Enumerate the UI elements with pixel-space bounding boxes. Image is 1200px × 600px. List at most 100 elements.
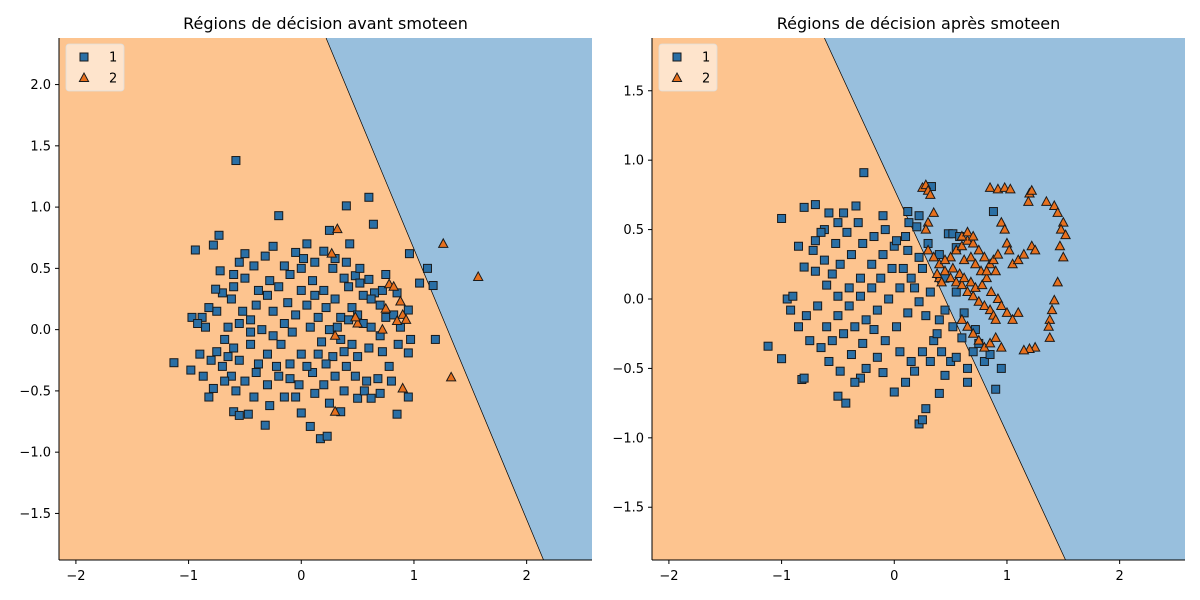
data-point-class-2 <box>1018 344 1030 355</box>
data-point-class-2 <box>400 313 412 324</box>
data-point-class-1 <box>903 207 913 217</box>
data-point-class-1 <box>824 208 834 218</box>
data-point-class-1 <box>887 263 897 273</box>
data-point-class-1 <box>799 373 809 383</box>
data-point-class-2 <box>394 295 406 306</box>
data-point-class-2 <box>978 299 990 310</box>
data-point-class-1 <box>859 168 869 178</box>
data-point-class-1 <box>373 374 383 384</box>
x-tick-label: 0 <box>890 569 898 584</box>
data-point-class-2 <box>945 251 957 262</box>
data-point-class-2 <box>924 188 936 199</box>
data-point-class-2 <box>992 248 1004 259</box>
data-point-class-1 <box>833 311 843 321</box>
data-point-class-1 <box>833 391 843 401</box>
data-point-class-2 <box>920 223 932 234</box>
data-point-class-2 <box>1052 206 1064 217</box>
data-point-class-1 <box>381 269 391 279</box>
y-tick-label: −1.0 <box>19 446 51 461</box>
data-point-class-1 <box>193 319 203 329</box>
data-point-class-1 <box>302 361 312 371</box>
data-point-class-1 <box>339 386 349 396</box>
data-point-class-2 <box>962 226 973 237</box>
data-point-class-1 <box>878 250 888 260</box>
data-point-class-2 <box>445 371 457 382</box>
data-point-class-2 <box>967 327 979 338</box>
data-point-class-1 <box>403 392 413 402</box>
x-tick-label: −2 <box>66 569 85 584</box>
data-point-class-2 <box>981 265 993 276</box>
data-point-class-1 <box>234 355 244 365</box>
data-point-class-1 <box>831 238 841 248</box>
data-point-class-1 <box>310 257 320 267</box>
data-point-class-1 <box>321 303 331 313</box>
data-point-class-2 <box>976 279 988 290</box>
data-point-class-1 <box>914 297 924 307</box>
data-point-class-1 <box>229 269 239 279</box>
data-point-class-2 <box>967 230 979 241</box>
data-point-class-1 <box>934 315 944 325</box>
data-point-class-1 <box>805 336 815 346</box>
data-point-class-1 <box>793 322 803 332</box>
data-point-class-1 <box>910 366 920 376</box>
data-point-class-2 <box>1040 195 1052 206</box>
data-point-class-1 <box>914 252 924 262</box>
data-point-class-1 <box>257 325 267 335</box>
data-point-class-2 <box>956 313 968 324</box>
data-point-class-1 <box>345 239 355 249</box>
data-point-class-1 <box>238 306 248 316</box>
data-point-class-2 <box>931 267 943 279</box>
data-point-class-1 <box>824 356 834 366</box>
data-point-class-1 <box>268 241 278 251</box>
data-point-class-2 <box>326 247 338 258</box>
data-point-class-1 <box>243 409 253 419</box>
data-point-class-1 <box>319 380 329 390</box>
y-tick-label: −1.5 <box>612 501 644 516</box>
data-point-class-1 <box>366 294 376 304</box>
data-point-class-1 <box>353 393 363 403</box>
x-tick-label: 0 <box>297 569 305 584</box>
data-point-class-1 <box>822 322 832 332</box>
data-point-class-1 <box>187 312 197 322</box>
data-point-class-2 <box>992 292 1004 303</box>
data-point-class-2 <box>1012 306 1024 317</box>
data-point-class-1 <box>819 255 829 265</box>
data-point-class-2 <box>376 323 388 334</box>
x-tick-label: 1 <box>1003 569 1011 584</box>
data-point-class-1 <box>212 347 222 357</box>
data-point-class-1 <box>884 294 894 304</box>
y-tick-label: 2.0 <box>30 78 51 93</box>
data-point-class-2 <box>990 331 1002 342</box>
data-point-class-1 <box>253 359 263 369</box>
data-point-class-1 <box>835 366 845 376</box>
legend-marker-1 <box>79 52 89 62</box>
data-point-class-1 <box>763 341 773 351</box>
data-point-class-1 <box>330 294 340 304</box>
data-point-class-1 <box>350 271 360 281</box>
data-point-class-1 <box>285 359 295 369</box>
data-point-class-2 <box>1046 304 1058 315</box>
data-point-class-1 <box>872 352 882 362</box>
data-point-class-1 <box>932 329 942 339</box>
data-point-class-1 <box>901 232 911 242</box>
data-point-class-2 <box>437 237 449 248</box>
data-points <box>169 156 484 444</box>
x-tick-label: −1 <box>179 569 198 584</box>
decision-boundary <box>824 38 1066 560</box>
data-point-class-1 <box>355 278 365 288</box>
data-point-class-2 <box>995 299 1007 310</box>
data-point-class-1 <box>285 269 295 279</box>
data-point-class-2 <box>995 216 1007 227</box>
data-point-class-1 <box>827 336 837 346</box>
data-point-class-2 <box>329 405 341 416</box>
data-point-class-1 <box>925 287 935 297</box>
data-point-class-1 <box>381 312 391 322</box>
data-point-class-1 <box>985 350 995 360</box>
data-point-class-1 <box>223 322 233 332</box>
data-point-class-1 <box>211 284 221 294</box>
data-point-class-1 <box>253 285 263 295</box>
data-point-class-1 <box>375 388 385 398</box>
data-point-class-1 <box>319 246 329 256</box>
data-point-class-2 <box>329 329 341 340</box>
